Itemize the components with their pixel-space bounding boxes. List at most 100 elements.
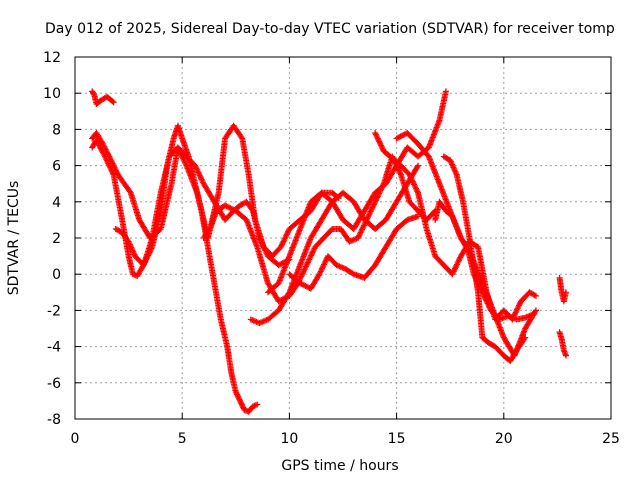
data-point: [369, 204, 376, 211]
data-point: [105, 161, 112, 168]
data-point: [374, 134, 381, 141]
data-point: [360, 223, 367, 230]
data-point: [451, 267, 458, 274]
data-point: [414, 188, 421, 195]
data-point: [368, 205, 375, 212]
data-point: [531, 292, 538, 299]
data-point: [178, 152, 185, 159]
data-point: [366, 211, 373, 218]
data-point: [454, 260, 461, 267]
data-point: [303, 262, 310, 269]
data-point: [224, 203, 231, 210]
data-point: [393, 135, 400, 142]
data-point: [532, 307, 539, 314]
data-point: [310, 248, 317, 255]
data-point: [277, 297, 284, 304]
data-point: [483, 297, 490, 304]
data-point: [175, 145, 182, 152]
data-point: [90, 90, 97, 97]
data-point: [182, 159, 189, 166]
data-point: [323, 257, 330, 264]
data-point: [223, 203, 230, 210]
data-point: [107, 164, 114, 171]
axis-ticks: 0 5 10 15 20 25 -8 -6 -4 -2 0 2 4 6 8 10 12: [43, 50, 620, 447]
data-point: [355, 235, 362, 241]
data-point: [103, 156, 110, 163]
data-point: [297, 274, 304, 281]
data-point: [453, 261, 460, 268]
data-point: [450, 268, 457, 275]
data-point: [105, 160, 112, 167]
x-tick-label: 10: [280, 431, 298, 447]
y-tick-label: -2: [47, 303, 61, 319]
data-point: [376, 138, 383, 145]
data-point: [300, 269, 307, 276]
data-point: [481, 293, 488, 300]
data-point: [103, 157, 110, 164]
data-point: [281, 237, 288, 244]
data-point: [413, 186, 420, 193]
data-point: [182, 161, 189, 168]
data-point: [303, 283, 310, 290]
data-point: [283, 232, 290, 239]
data-point: [530, 311, 537, 318]
data-point: [308, 251, 315, 258]
data-point: [222, 202, 229, 209]
data-point: [302, 282, 309, 289]
data-point: [358, 226, 365, 233]
data-point: [372, 198, 379, 205]
data-point: [483, 299, 490, 306]
data-point: [319, 264, 326, 271]
data-point: [308, 252, 315, 259]
data-point: [179, 154, 186, 161]
data-point: [109, 170, 116, 177]
data-point: [275, 262, 282, 269]
data-point: [513, 308, 520, 315]
data-point: [110, 99, 117, 106]
data-point: [516, 301, 523, 308]
y-tick-label: 4: [52, 195, 61, 211]
data-point: [397, 133, 404, 140]
data-point: [281, 235, 288, 242]
data-point: [484, 300, 491, 307]
data-point: [282, 234, 289, 241]
data-point: [304, 260, 311, 267]
chart-title: Day 012 of 2025, Sidereal Day-to-day VTE…: [45, 21, 615, 37]
data-point: [378, 184, 385, 191]
data-point: [199, 177, 206, 184]
data-point: [277, 244, 284, 251]
data-point: [302, 264, 309, 271]
data-point: [377, 187, 384, 194]
data-point: [280, 238, 287, 245]
data-point: [358, 228, 365, 235]
data-point: [275, 298, 282, 305]
data-point: [194, 166, 201, 173]
data-point: [297, 280, 304, 287]
data-point: [181, 158, 188, 165]
data-point: [455, 258, 462, 265]
data-point: [109, 98, 116, 105]
data-points: [89, 88, 569, 415]
x-tick-label: 20: [495, 431, 513, 447]
data-point: [415, 162, 422, 169]
data-point: [400, 132, 407, 139]
data-point: [357, 229, 364, 236]
data-point: [367, 208, 374, 215]
data-point: [372, 130, 379, 137]
y-tick-label: -4: [47, 340, 61, 356]
data-point: [455, 257, 462, 264]
data-point: [320, 262, 327, 269]
y-tick-label: 0: [52, 267, 61, 283]
data-point: [300, 267, 307, 274]
data-point: [379, 183, 386, 190]
data-point: [374, 193, 381, 200]
data-point: [521, 335, 528, 342]
data-point: [176, 148, 183, 155]
data-point: [376, 190, 383, 197]
data-point: [107, 166, 114, 173]
y-tick-label: -8: [47, 412, 61, 428]
data-point: [195, 169, 202, 176]
data-point: [412, 184, 419, 191]
data-point: [396, 134, 403, 141]
data-point: [378, 143, 385, 150]
